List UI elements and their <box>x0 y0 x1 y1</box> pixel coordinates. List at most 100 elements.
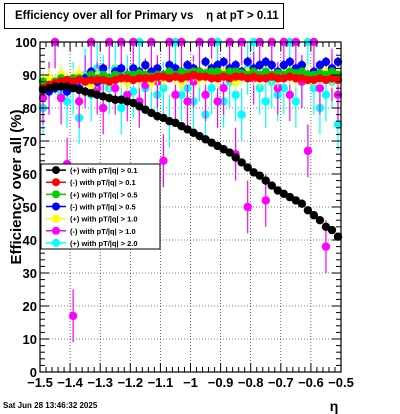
data-point <box>333 232 343 241</box>
data-point <box>171 90 180 100</box>
data-point <box>207 67 216 76</box>
data-point <box>56 93 66 103</box>
data-point <box>303 146 313 156</box>
legend-label: (+) with pT/|q| > 0.5 <box>70 190 138 199</box>
data-point <box>38 93 48 103</box>
data-point <box>183 97 192 106</box>
x-tick-label: −1.4 <box>57 375 83 390</box>
data-point <box>291 97 301 106</box>
data-point <box>243 202 252 212</box>
x-tick-label: −1.1 <box>148 375 174 390</box>
x-tick-label: −1.2 <box>117 375 143 390</box>
data-point <box>56 82 66 91</box>
data-point <box>74 97 84 106</box>
y-tick-label: 70 <box>23 134 37 149</box>
data-point <box>153 72 162 81</box>
data-point <box>291 74 301 83</box>
data-point <box>303 206 313 215</box>
data-point <box>86 75 96 85</box>
x-tick-label: −1.5 <box>27 375 53 390</box>
legend-swatch-marker <box>52 202 60 211</box>
data-point <box>315 216 325 225</box>
x-tick-label: −0.8 <box>238 375 264 390</box>
data-point <box>141 60 150 70</box>
data-point <box>231 60 240 70</box>
data-point <box>321 90 331 100</box>
data-point <box>123 90 132 100</box>
data-point <box>303 75 313 85</box>
data-point <box>231 90 240 100</box>
data-point <box>267 181 276 190</box>
legend-swatch-marker <box>52 214 60 223</box>
data-point <box>285 57 295 66</box>
legend-label: (-) with pT/|q| > 0.1 <box>70 178 136 187</box>
y-tick-label: 10 <box>23 332 37 347</box>
data-point <box>261 176 270 185</box>
data-point <box>321 57 331 66</box>
x-tick-label: −1 <box>183 375 198 390</box>
legend: (+) with pT/|q| > 0.1 (-) with pT/|q| > 0… <box>40 163 161 250</box>
legend-swatch-marker <box>52 166 60 175</box>
legend-swatch-marker <box>52 226 60 235</box>
x-axis-label: η <box>330 398 339 414</box>
data-point <box>141 74 150 83</box>
plot-frame <box>39 41 342 373</box>
y-tick-label: 80 <box>23 101 37 116</box>
data-point <box>279 84 289 93</box>
y-tick-label: 0 <box>30 365 37 380</box>
data-point <box>333 120 343 129</box>
legend-swatch-marker <box>52 178 60 187</box>
series-1 <box>38 82 343 241</box>
chart-title: Efficiency over all for Primary vs η at … <box>4 3 284 29</box>
legend-label: (-) with pT/|q| > 0.5 <box>70 203 136 212</box>
y-tick-label: 50 <box>23 200 37 215</box>
date-stamp: Sat Jun 28 13:46:32 2025 <box>3 401 98 410</box>
data-point <box>267 60 276 70</box>
data-point <box>255 74 264 83</box>
data-point <box>273 74 282 83</box>
x-tick-label: −0.9 <box>208 375 234 390</box>
legend-label: (+) with pT/|q| > 0.1 <box>70 166 138 175</box>
data-point <box>50 82 60 91</box>
data-point <box>219 57 228 66</box>
data-point <box>117 64 126 73</box>
legend-label: (+) with pT/|q| > 1.0 <box>70 215 138 224</box>
data-point <box>309 211 319 220</box>
data-point <box>243 57 252 66</box>
legend-swatch-marker <box>52 190 60 199</box>
data-point <box>68 311 78 321</box>
data-point <box>225 67 234 76</box>
data-point <box>231 72 240 81</box>
legend-label: (-) with pT/|q| > 1.0 <box>70 227 136 236</box>
y-tick-label: 100 <box>15 35 37 50</box>
data-point <box>261 196 270 205</box>
data-point <box>297 199 307 208</box>
data-point <box>111 95 120 104</box>
data-point <box>237 158 246 167</box>
legend-label: (+) with pT/|q| > 2.0 <box>70 239 138 248</box>
data-point <box>159 156 168 165</box>
y-tick-label: 30 <box>23 266 37 281</box>
data-point <box>177 90 186 100</box>
data-point <box>201 57 210 66</box>
data-point <box>153 64 162 73</box>
axis-layer: 0 10 20 30 40 50 60 70 80 90 100 −1.5 −1.4 −1.3 −1.2 −1… <box>8 35 354 414</box>
data-point <box>207 84 216 93</box>
data-point <box>237 110 246 119</box>
data-point <box>231 153 240 162</box>
data-point <box>207 74 216 83</box>
y-tick-label: 60 <box>23 167 37 182</box>
data-point <box>201 90 210 100</box>
data-point <box>117 74 126 83</box>
data-point <box>99 64 108 73</box>
x-tick-label: −1.3 <box>87 375 113 390</box>
data-point <box>99 103 108 113</box>
data-point <box>111 84 120 93</box>
x-tick-label: −0.6 <box>298 375 324 390</box>
y-tick-label: 20 <box>23 299 37 314</box>
data-point <box>321 242 331 251</box>
data-point <box>315 84 325 93</box>
data-point <box>135 74 144 83</box>
y-tick-label: 90 <box>23 68 37 83</box>
